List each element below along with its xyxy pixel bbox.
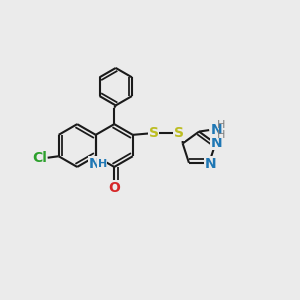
- Text: O: O: [108, 181, 120, 195]
- Text: N: N: [88, 157, 100, 171]
- Text: Cl: Cl: [32, 151, 47, 165]
- Text: H: H: [217, 130, 225, 140]
- Text: S: S: [174, 126, 184, 140]
- Text: H: H: [217, 120, 225, 130]
- Text: H: H: [98, 159, 107, 169]
- Text: N: N: [205, 157, 216, 171]
- Text: N: N: [211, 123, 222, 137]
- Text: S: S: [148, 126, 159, 140]
- Text: N: N: [211, 136, 223, 150]
